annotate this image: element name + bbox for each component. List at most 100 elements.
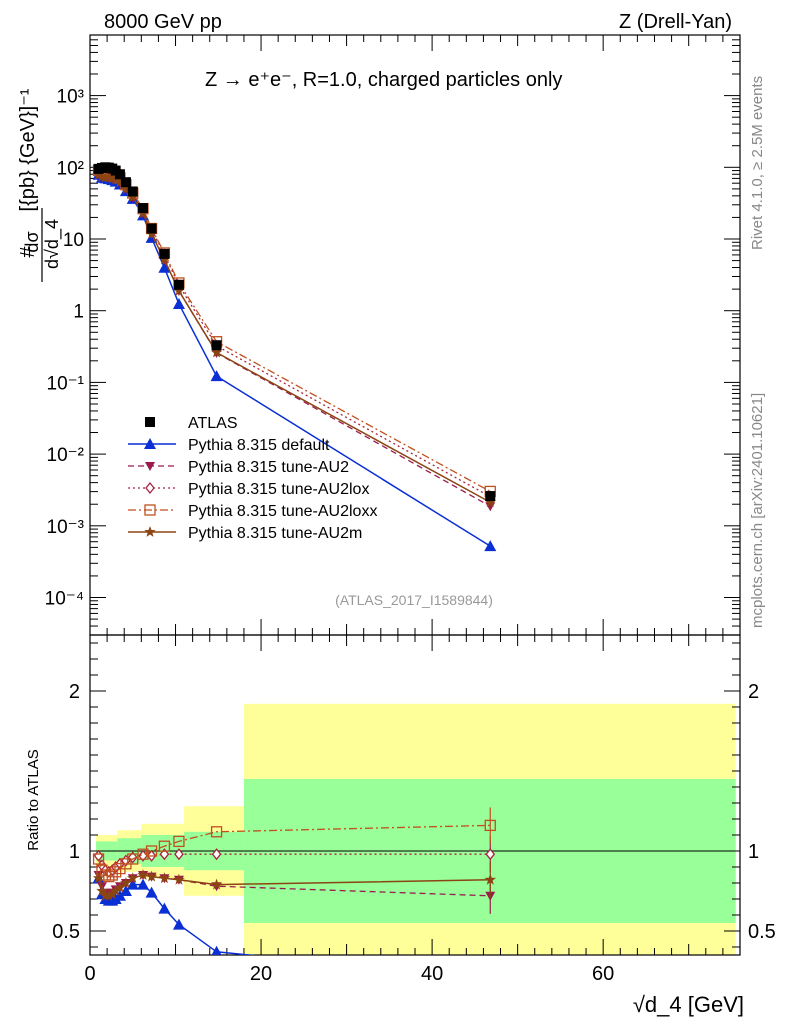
y-tick-label-ratio: 0.5 — [52, 921, 80, 943]
y-tick-label-main: 10⁻³ — [47, 517, 85, 538]
y-axis-label-main-frac: dσ d√d_4 — [22, 208, 63, 282]
ratio-point-4 — [173, 873, 185, 885]
ratio-point-4 — [137, 869, 149, 880]
ratio-point-0 — [145, 886, 158, 898]
ref-point — [159, 248, 170, 259]
ratio-point-3 — [210, 826, 223, 838]
ratio-point-3 — [484, 819, 496, 832]
ratio-point-4 — [210, 878, 223, 890]
ratio-point-0 — [137, 878, 150, 890]
ratio-point-0 — [126, 878, 139, 890]
y-tick-label-main: 10 — [63, 230, 84, 251]
ratio-series-group — [92, 807, 496, 984]
header-right: Z (Drell-Yan) — [619, 11, 732, 33]
y-tick-label-ratio: 1 — [69, 841, 80, 863]
main-point-0 — [172, 297, 185, 309]
main-point-4 — [127, 191, 139, 203]
legend-label-4: Pythia 8.315 tune-AU2m — [188, 525, 362, 542]
ref-point — [173, 279, 184, 290]
x-tick-label: 0 — [84, 963, 95, 985]
x-axis-label: √d_4 [GeV] — [633, 992, 744, 1017]
main-point-0 — [210, 370, 223, 382]
mcplots-label: mcplots.cern.ch [arXiv:2401.10621] — [749, 393, 766, 628]
ratio-point-2 — [211, 848, 222, 861]
ratio-point-3 — [106, 869, 118, 881]
ratio-point-0 — [484, 973, 496, 984]
legend-marker-4 — [144, 526, 156, 537]
main-point-4 — [158, 253, 171, 265]
ratio-point-0 — [113, 889, 126, 901]
y-tick-label-main: 10⁻² — [47, 445, 85, 466]
y-tick-label-ratio-right: 0.5 — [748, 921, 776, 943]
analysis-tag: (ATLAS_2017_I1589844) — [335, 592, 493, 608]
ratio-point-4 — [110, 885, 122, 896]
ratio-point-2 — [485, 848, 496, 861]
y-tick-label-main: 10² — [57, 158, 84, 179]
main-point-0 — [484, 540, 497, 552]
legend-marker-1 — [145, 462, 155, 471]
main-line-2 — [98, 169, 491, 498]
ratio-point-3 — [173, 835, 185, 848]
y-tick-label-ratio-right: 2 — [748, 681, 759, 703]
ratio-point-4 — [92, 872, 105, 884]
main-point-4 — [92, 168, 105, 180]
ratio-point-4 — [106, 888, 118, 900]
ratio-point-4 — [127, 872, 139, 884]
y-axis-label-ratio: Ratio to ATLAS — [25, 749, 42, 850]
rivet-label: Rivet 4.1.0, ≥ 2.5M events — [749, 76, 766, 250]
ref-point — [485, 491, 496, 502]
x-tick-label: 60 — [592, 963, 614, 985]
ratio-point-2 — [174, 848, 184, 861]
legend-marker-3 — [144, 504, 156, 516]
legend-marker-reference — [145, 417, 155, 427]
main-line-1 — [98, 173, 491, 507]
main-plot-series — [92, 162, 497, 552]
ratio-plot-series — [92, 807, 496, 984]
main-point-4 — [114, 176, 126, 188]
svg-text:dσ: dσ — [22, 231, 42, 252]
legend-label-3: Pythia 8.315 tune-AU2loxx — [188, 503, 377, 520]
y-tick-label-main: 10⁻⁴ — [45, 589, 84, 610]
ratio-point-3 — [137, 848, 149, 860]
main-point-4 — [173, 284, 185, 296]
ratio-point-3 — [110, 866, 122, 878]
ratio-point-4 — [158, 872, 171, 884]
y-tick-label-main: 1 — [73, 302, 84, 323]
main-point-4 — [484, 496, 496, 508]
ref-point — [120, 177, 131, 188]
legend-marker-2 — [145, 481, 155, 495]
ratio-point-0 — [158, 902, 171, 914]
legend-label-0: Pythia 8.315 default — [188, 437, 330, 454]
axes: 0 20 40 60 10⁻⁴ 10⁻³ 10⁻² 10⁻¹ 1 10 10² 10³ 0.5 0.5 1 1… — [45, 34, 776, 985]
ratio-point-3 — [92, 853, 105, 865]
ratio-point-4 — [145, 870, 158, 882]
ref-point — [146, 223, 157, 234]
x-tick-label: 40 — [421, 963, 443, 985]
y-tick-label-main: 10⁻¹ — [47, 373, 85, 394]
main-point-4 — [120, 183, 132, 194]
main-point-4 — [210, 346, 223, 358]
ref-point — [127, 186, 138, 197]
ref-point — [211, 340, 222, 351]
legend-label-2: Pythia 8.315 tune-AU2lox — [188, 481, 369, 498]
y-tick-label-ratio-right: 1 — [748, 841, 759, 863]
ratio-point-4 — [114, 881, 126, 893]
legend-label-1: Pythia 8.315 tune-AU2 — [188, 459, 349, 476]
ref-point — [138, 203, 149, 214]
legend-label-reference: ATLAS — [188, 415, 238, 432]
ratio-point-4 — [103, 889, 115, 901]
y-tick-label-main: 10³ — [57, 87, 84, 108]
legend: ATLAS Pythia 8.315 default Pythia 8.315 tu… — [128, 415, 377, 542]
ratio-point-3 — [158, 840, 171, 852]
legend-marker-0 — [144, 438, 156, 449]
uncertainty-bands — [95, 703, 736, 955]
ratio-point-4 — [120, 877, 132, 888]
ratio-point-0 — [172, 918, 185, 930]
ratio-point-0 — [119, 885, 132, 896]
header-left: 8000 GeV pp — [104, 11, 222, 33]
ratio-point-2 — [127, 851, 138, 864]
y-axis-label-main: # — [17, 246, 39, 258]
main-point-0 — [158, 261, 171, 273]
main-frame — [89, 34, 741, 636]
